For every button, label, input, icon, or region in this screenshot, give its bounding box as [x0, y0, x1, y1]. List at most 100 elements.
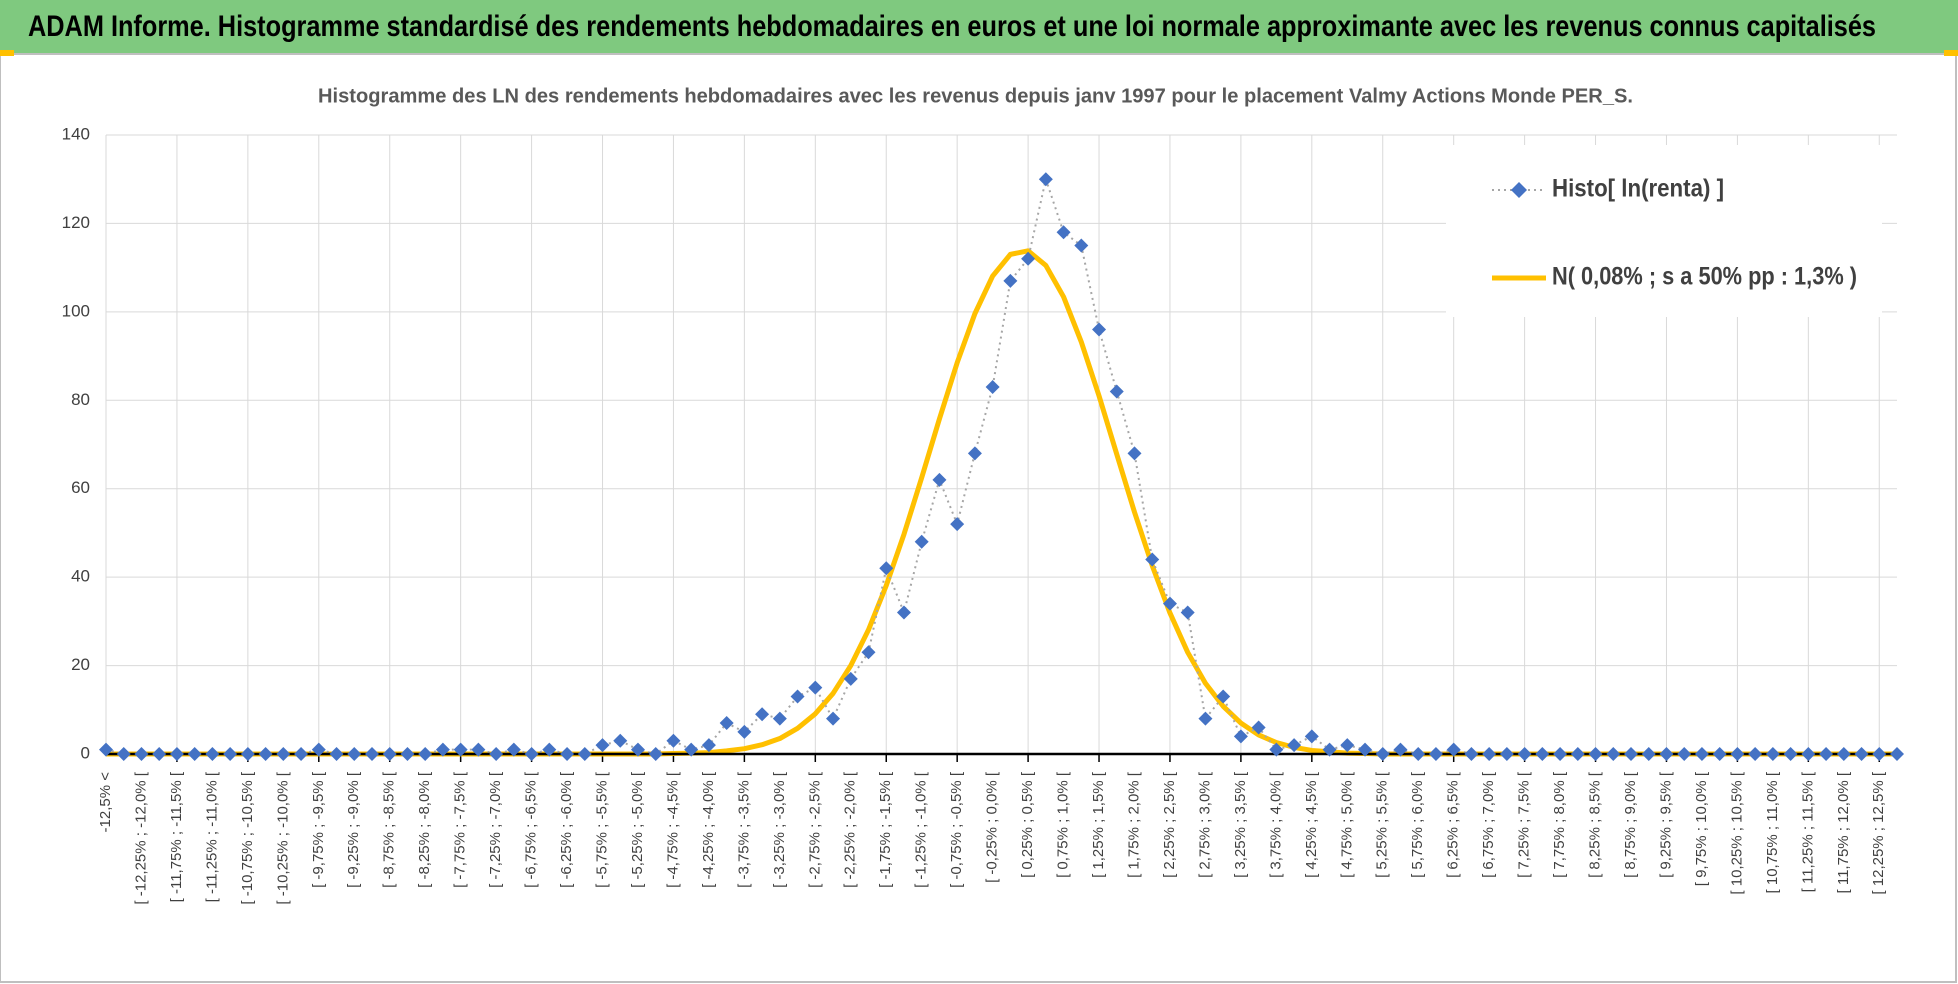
x-tick-label: [ -10,75% ; -10,5% [: [239, 771, 256, 904]
data-point: [1251, 720, 1266, 735]
data-point: [1358, 742, 1373, 757]
x-tick-label: [ 6,25% ; 6,5% [: [1445, 771, 1462, 878]
data-point: [1517, 747, 1532, 761]
data-point: [755, 707, 770, 722]
data-point: [1180, 605, 1195, 620]
data-point: [950, 517, 965, 532]
data-point: [240, 747, 255, 761]
data-point: [1659, 747, 1674, 761]
x-tick-label: [ -6,25% ; -6,0% [: [558, 771, 575, 888]
x-tick-label: [ 7,25% ; 7,5% [: [1516, 771, 1533, 878]
x-tick-label: [ -0,25% ; 0,0% [: [984, 771, 1001, 883]
data-point: [1411, 747, 1426, 761]
x-tick-label: -12,5% <: [97, 772, 114, 833]
x-tick-label: [ -7,75% ; -7,5% [: [452, 771, 469, 888]
x-tick-label: [ 5,25% ; 5,5% [: [1374, 771, 1391, 878]
x-tick-label: [ 0,75% ; 1,0% [: [1055, 771, 1072, 878]
data-point: [187, 747, 202, 761]
data-point: [506, 742, 521, 757]
x-tick-label: [ 8,25% ; 8,5% [: [1587, 771, 1604, 878]
x-tick-label: [ -4,75% ; -4,5% [: [664, 771, 681, 888]
data-point: [258, 747, 273, 761]
x-tick-label: [ -11,75% ; -11,5% [: [168, 771, 185, 902]
data-point: [489, 747, 504, 761]
data-point: [1092, 322, 1107, 337]
data-point: [1145, 552, 1160, 567]
data-point: [294, 747, 309, 761]
data-point: [932, 472, 947, 487]
x-tick-label: [ 10,75% ; 11,0% [: [1764, 771, 1781, 893]
x-tick-label: [ 6,75% ; 7,0% [: [1480, 771, 1497, 878]
data-point: [1588, 747, 1603, 761]
data-point: [1198, 711, 1213, 726]
x-tick-label: [ -5,25% ; -5,0% [: [629, 771, 646, 888]
x-tick-label: [ -0,75% ; -0,5% [: [948, 771, 965, 888]
data-point: [826, 711, 841, 726]
data-point: [1003, 273, 1018, 288]
x-tick-label: [ 9,25% ; 9,5% [: [1657, 771, 1674, 878]
data-point: [329, 747, 344, 761]
data-point: [205, 747, 220, 761]
data-point: [1641, 747, 1656, 761]
x-tick-label: [ -4,25% ; -4,0% [: [700, 771, 717, 888]
x-tick-label: [ -8,75% ; -8,5% [: [381, 771, 398, 888]
data-point: [276, 747, 291, 761]
data-point: [577, 747, 592, 761]
x-tick-label: [ -3,75% ; -3,5% [: [735, 771, 752, 888]
data-point: [1393, 742, 1408, 757]
data-point: [1446, 742, 1461, 757]
data-point: [1428, 747, 1443, 761]
data-point: [1074, 238, 1089, 253]
data-point: [1890, 747, 1904, 761]
x-tick-label: [ 11,25% ; 11,5% [: [1799, 771, 1816, 892]
data-point: [453, 742, 468, 757]
data-point: [1021, 251, 1036, 266]
data-point: [400, 747, 415, 761]
data-point: [1677, 747, 1692, 761]
data-point: [879, 561, 894, 576]
page-title: ADAM Informe. Histogramme standardisé de…: [28, 10, 1876, 43]
y-tick-label: 40: [71, 567, 90, 586]
x-tick-label: [ -8,25% ; -8,0% [: [416, 771, 433, 888]
data-point: [1606, 747, 1621, 761]
data-point: [1109, 384, 1124, 399]
data-point: [861, 645, 876, 660]
y-tick-label: 0: [81, 743, 90, 762]
x-tick-label: [ 3,75% ; 4,0% [: [1267, 771, 1284, 878]
x-tick-label: [ 4,75% ; 5,0% [: [1338, 771, 1355, 878]
data-point: [116, 747, 131, 761]
x-tick-label: [ 8,75% ; 9,0% [: [1622, 771, 1639, 878]
x-tick-label: [ 1,75% ; 2,0% [: [1125, 771, 1142, 878]
legend-box: [1446, 145, 1882, 317]
x-tick-label: [ 4,25% ; 4,5% [: [1303, 771, 1320, 878]
data-point: [843, 671, 858, 686]
data-point: [1287, 738, 1302, 753]
data-point: [1482, 747, 1497, 761]
data-point: [1340, 738, 1355, 753]
data-point: [1570, 747, 1585, 761]
y-tick-label: 140: [62, 124, 90, 143]
data-point: [1216, 689, 1231, 704]
y-tick-label: 60: [71, 478, 90, 497]
x-tick-label: [ 1,25% ; 1,5% [: [1090, 771, 1107, 878]
chart-title: Histogramme des LN des rendements hebdom…: [318, 85, 1633, 107]
data-point: [134, 747, 149, 761]
data-point: [684, 742, 699, 757]
x-tick-label: [ -3,25% ; -3,0% [: [771, 771, 788, 888]
data-point: [169, 747, 184, 761]
x-tick-label: [ -2,75% ; -2,5% [: [806, 771, 823, 888]
data-point: [1872, 747, 1887, 761]
data-point: [1375, 747, 1390, 761]
data-point: [1624, 747, 1639, 761]
x-tick-label: [ 10,25% ; 10,5% [: [1728, 771, 1745, 894]
x-tick-label: [ -2,25% ; -2,0% [: [842, 771, 859, 888]
x-tick-label: [ 9,75% ; 10,0% [: [1693, 771, 1710, 886]
data-point: [613, 733, 628, 748]
legend-label: Histo[ ln(renta) ]: [1552, 175, 1724, 203]
data-point: [364, 747, 379, 761]
header-bar: [0, 0, 1958, 54]
data-point: [1854, 747, 1869, 761]
x-tick-label: [ -9,75% ; -9,5% [: [310, 771, 327, 888]
data-point: [1535, 747, 1550, 761]
